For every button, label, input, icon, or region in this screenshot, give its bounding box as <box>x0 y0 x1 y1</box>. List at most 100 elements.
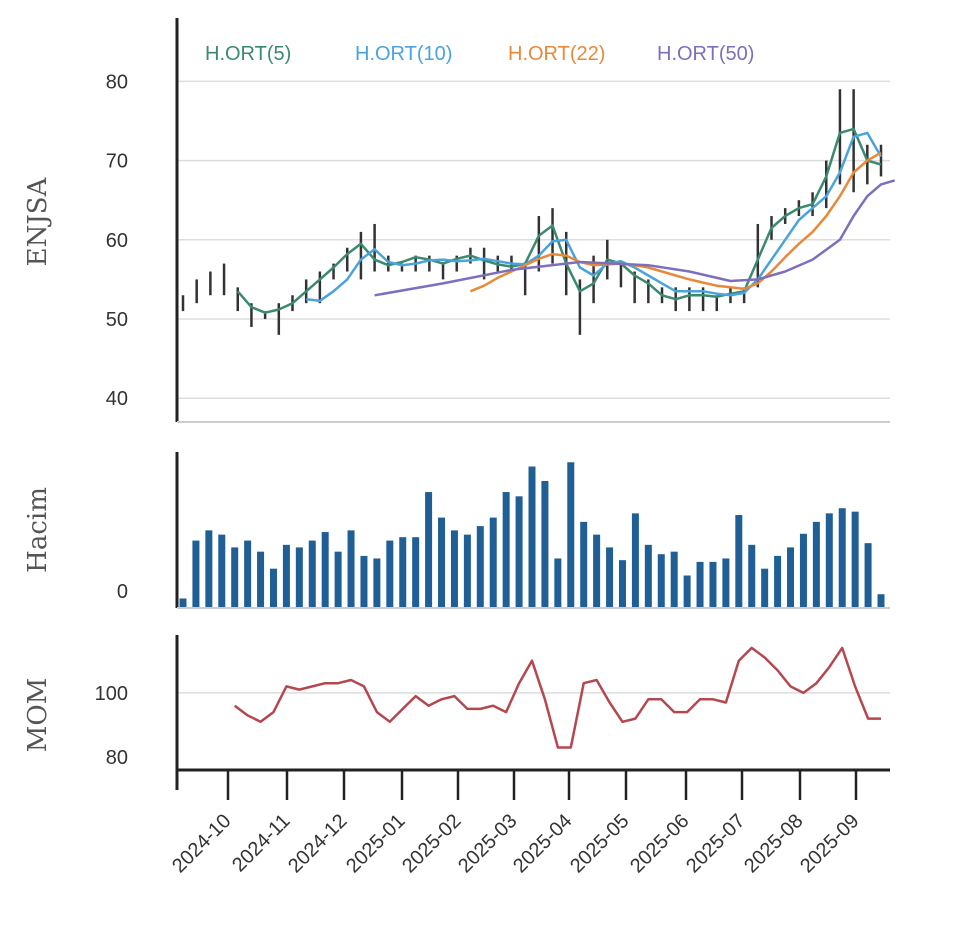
momentum-tick-80: 80 <box>106 747 128 769</box>
date-label-2024-10: 2024-10 <box>168 810 235 877</box>
date-label-2025-04: 2025-04 <box>509 810 576 877</box>
volume-bar <box>528 466 536 607</box>
volume-bar <box>864 543 872 607</box>
volume-bar <box>787 547 795 607</box>
volume-bar <box>748 544 756 607</box>
volume-tick-0: 0 <box>117 581 128 603</box>
line-H.ORT(5) <box>236 127 882 314</box>
volume-bar <box>722 558 730 607</box>
volume-bar <box>308 540 316 607</box>
volume-bar <box>606 547 614 607</box>
price-axis-title: ENJSA <box>23 176 53 266</box>
volume-bar <box>386 540 394 607</box>
volume-bar <box>205 530 213 607</box>
volume-bar <box>683 575 691 607</box>
volume-bar <box>425 492 433 607</box>
volume-bar <box>347 530 355 607</box>
volume-bar <box>502 492 510 607</box>
volume-bar <box>761 568 769 607</box>
volume-bar <box>735 515 743 607</box>
volume-bar <box>774 555 782 607</box>
volume-bar <box>593 534 601 607</box>
momentum-line <box>233 646 881 749</box>
date-label-2025-03: 2025-03 <box>454 810 521 877</box>
volume-bar <box>192 540 200 607</box>
volume-bar <box>489 517 497 607</box>
legend-sma22: H.ORT(22) <box>508 43 605 65</box>
volume-bar <box>360 555 368 607</box>
price-panel: 40 50 60 70 80 ENJSA H.ORT(5) H.ORT(10) H.OR… <box>23 18 896 423</box>
date-label-2025-02: 2025-02 <box>398 810 465 877</box>
volume-bar <box>295 547 303 607</box>
volume-panel: 0 Hacim <box>23 452 890 609</box>
volume-bar <box>257 551 265 607</box>
volume-bar <box>231 547 239 607</box>
legend-sma5: H.ORT(5) <box>205 43 291 65</box>
legend: H.ORT(5) H.ORT(10) H.ORT(22) H.ORT(50) <box>205 43 754 65</box>
price-tick-40: 40 <box>106 388 128 410</box>
date-label-2025-08: 2025-08 <box>740 810 807 877</box>
momentum-axis-title: MOM <box>23 678 53 753</box>
volume-bar <box>282 544 290 607</box>
date-label-2025-07: 2025-07 <box>682 810 749 877</box>
momentum-tick-labels: 80 100 <box>95 683 128 769</box>
legend-sma50: H.ORT(50) <box>657 43 754 65</box>
volume-bar <box>812 521 820 607</box>
volume-bar <box>644 544 652 607</box>
momentum-path <box>233 646 881 749</box>
date-label-2025-05: 2025-05 <box>566 810 633 877</box>
volume-bar <box>399 537 407 607</box>
line-H.ORT(22) <box>469 151 882 293</box>
price-tick-70: 70 <box>106 151 128 173</box>
date-label-2025-01: 2025-01 <box>342 810 409 877</box>
volume-bar <box>476 526 484 607</box>
momentum-tick-100: 100 <box>95 683 128 705</box>
date-axis: 2024-102024-112024-122025-012025-022025-… <box>168 770 864 877</box>
volume-bar <box>269 568 277 607</box>
volume-bar <box>438 517 446 607</box>
volume-bars <box>179 462 885 607</box>
line-H.ORT(10) <box>306 131 883 303</box>
volume-bar <box>334 551 342 607</box>
volume-bar <box>799 533 807 607</box>
volume-bar <box>618 560 626 607</box>
volume-bar <box>580 521 588 607</box>
line-H.ORT(50) <box>374 179 896 297</box>
volume-bar <box>657 554 665 607</box>
date-label-2024-11: 2024-11 <box>228 810 294 876</box>
volume-bar <box>218 534 226 607</box>
moving-average-lines <box>236 127 896 314</box>
volume-bar <box>515 496 523 607</box>
volume-bar <box>244 540 252 607</box>
volume-bar <box>567 462 575 607</box>
date-label-2025-06: 2025-06 <box>626 810 693 877</box>
date-label-2024-12: 2024-12 <box>284 810 351 877</box>
volume-bar <box>450 530 458 607</box>
volume-bar <box>631 513 639 607</box>
volume-bar <box>541 480 549 607</box>
volume-bar <box>825 513 833 607</box>
price-tick-80: 80 <box>106 71 128 93</box>
volume-bar <box>373 558 381 607</box>
volume-bar <box>877 594 885 607</box>
price-tick-60: 60 <box>106 230 128 252</box>
date-label-2025-09: 2025-09 <box>796 810 863 877</box>
price-gridlines <box>177 80 890 399</box>
volume-bar <box>709 561 717 607</box>
volume-bar <box>670 551 678 607</box>
price-tick-labels: 40 50 60 70 80 <box>106 71 128 410</box>
volume-bar <box>851 511 859 607</box>
volume-bar <box>412 537 420 607</box>
volume-bar <box>179 598 187 607</box>
legend-sma10: H.ORT(10) <box>355 43 452 65</box>
price-candles <box>181 89 883 335</box>
volume-bar <box>463 534 471 607</box>
volume-bar <box>321 532 329 607</box>
volume-axis-title: Hacim <box>23 487 53 573</box>
volume-bar <box>696 561 704 607</box>
price-tick-50: 50 <box>106 309 128 331</box>
volume-bar <box>554 558 562 607</box>
volume-bar <box>838 508 846 607</box>
